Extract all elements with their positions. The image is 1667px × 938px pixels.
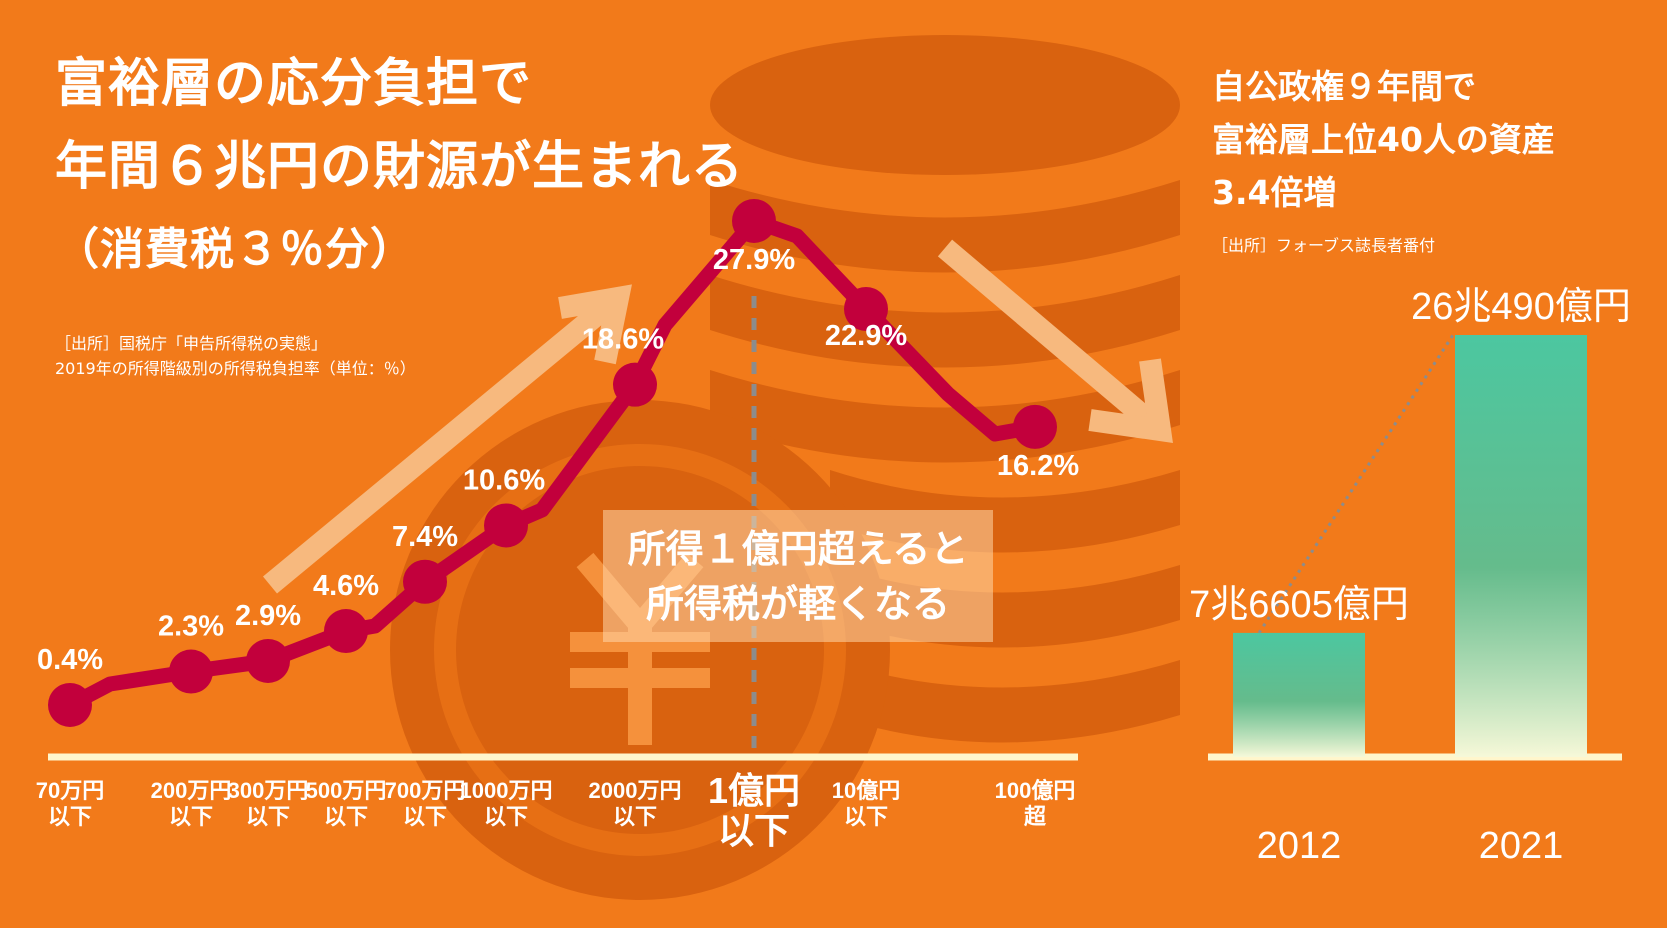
callout-line-2: 所得税が軽くなる: [645, 582, 950, 626]
x-tick-label: 10億円: [832, 778, 900, 803]
x-tick-label: 500万円: [306, 778, 387, 803]
data-point: [324, 609, 368, 654]
upward-arrow-icon: [262, 284, 632, 594]
headline-line-1: 富裕層の応分負担で: [55, 54, 533, 114]
callout-line-1: 所得１億円超えると: [627, 527, 969, 571]
x-tick-label: 以下: [246, 804, 290, 829]
x-tick-label: 700万円: [385, 778, 466, 803]
bar: [1233, 632, 1365, 757]
data-point: [246, 638, 290, 683]
bar-value-label: 26兆490億円: [1411, 286, 1631, 328]
x-tick-label: 2000万円: [589, 778, 682, 803]
right-panel-title-line-3: 3.4倍増: [1212, 173, 1337, 212]
bar-value-label: 7兆6605億円: [1189, 584, 1409, 626]
data-label: 0.4%: [37, 644, 103, 676]
bar-category-label: 2021: [1479, 825, 1564, 867]
data-point: [732, 198, 776, 243]
right-panel-title-line-1: 自公政権９年間で: [1212, 67, 1476, 106]
headline-line-3: （消費税３％分）: [55, 224, 415, 275]
x-tick-label: 以下: [718, 810, 790, 851]
rate-line-series: [62, 213, 1043, 713]
bar: [1455, 335, 1587, 757]
bar-category-label: 2012: [1257, 825, 1342, 867]
data-label: 16.2%: [997, 450, 1079, 482]
data-point: [48, 682, 92, 727]
x-tick-label: 70万円: [36, 778, 104, 803]
data-label: 2.9%: [235, 600, 301, 632]
headline-line-2: 年間６兆円の財源が生まれる: [55, 137, 745, 197]
x-tick-label: 以下: [613, 804, 657, 829]
data-label: 10.6%: [463, 464, 545, 496]
callout-box: 所得１億円超えると 所得税が軽くなる: [603, 510, 993, 642]
data-label: 4.6%: [313, 570, 379, 602]
x-tick-label: 以下: [484, 804, 528, 829]
x-tick-label: 以下: [324, 804, 368, 829]
data-label: 22.9%: [825, 320, 907, 352]
x-tick-label: 以下: [48, 804, 92, 829]
data-label: 27.9%: [713, 244, 795, 276]
data-point: [613, 362, 657, 407]
data-label: 7.4%: [392, 521, 458, 553]
data-label: 18.6%: [582, 324, 664, 356]
x-tick-label: 1億円: [708, 770, 800, 811]
x-tick-label: 200万円: [151, 778, 232, 803]
x-tick-label: 超: [1024, 804, 1047, 829]
bottom-strip: [0, 928, 1667, 938]
x-tick-label: 100億円: [995, 778, 1076, 803]
data-point: [403, 559, 447, 604]
right-panel-title-line-2: 富裕層上位40人の資産: [1212, 120, 1555, 159]
x-tick-label: 300万円: [228, 778, 309, 803]
source-note-line-2: 2019年の所得階級別の所得税負担率（単位：％）: [55, 359, 416, 378]
x-tick-label: 以下: [169, 804, 213, 829]
x-tick-label: 以下: [403, 804, 447, 829]
data-label: 2.3%: [158, 611, 224, 643]
data-point: [484, 503, 528, 548]
x-tick-label: 1000万円: [460, 778, 553, 803]
source-note-line-1: ［出所］国税庁「申告所得税の実態」: [55, 334, 328, 353]
downward-arrow-icon: [937, 239, 1173, 443]
data-point: [169, 649, 213, 694]
right-panel-source-note: ［出所］フォーブス誌長者番付: [1212, 236, 1436, 255]
growth-connector-line: [1257, 334, 1455, 634]
data-point: [844, 286, 888, 331]
x-tick-label: 以下: [844, 804, 888, 829]
data-point: [1013, 404, 1057, 449]
